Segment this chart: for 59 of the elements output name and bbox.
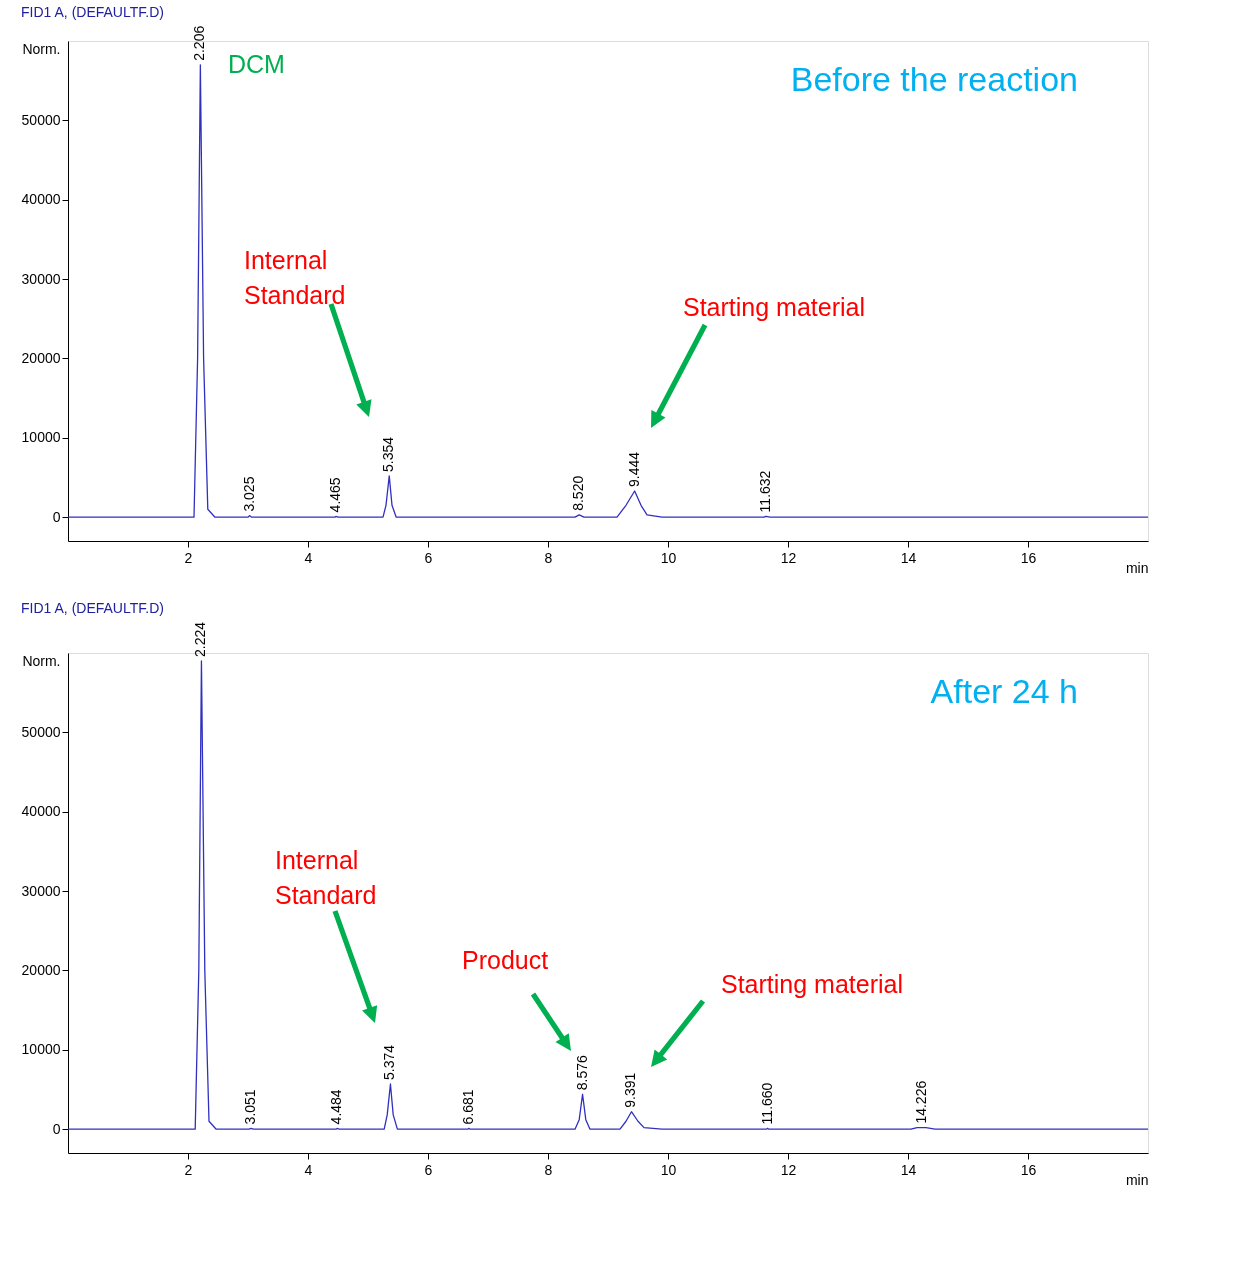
x-tick-label: 16 — [1020, 1161, 1037, 1178]
annotation: 6.681 — [459, 1089, 476, 1125]
annotation: 3.025 — [240, 476, 257, 512]
chart-title: FID1 A, (DEFAULTF.D) — [21, 599, 164, 616]
line-series — [67, 660, 1149, 1130]
y-axis-title: Norm. — [22, 40, 61, 57]
annotation: 8.520 — [570, 475, 587, 511]
y-tick-label: 0 — [52, 1120, 61, 1137]
y-tick-label: 40000 — [21, 191, 61, 208]
x-tick-label: 6 — [424, 549, 433, 566]
y-tick-label: 40000 — [21, 803, 61, 820]
x-axis-title: min — [1125, 1171, 1149, 1188]
annotation: 9.391 — [622, 1072, 639, 1108]
annotation: Before the reaction — [790, 60, 1078, 98]
annotation: 2.206 — [191, 25, 208, 61]
x-tick-label: 12 — [780, 1161, 797, 1178]
annotation: 11.660 — [758, 1082, 775, 1125]
y-tick-label: 20000 — [21, 961, 61, 978]
annotation: Starting material — [683, 293, 866, 321]
annotation: Internal Standard — [275, 846, 377, 909]
x-tick-label: 6 — [424, 1161, 433, 1178]
y-tick-label: 20000 — [21, 349, 61, 366]
x-tick-label: 8 — [544, 549, 553, 566]
annotation: 3.051 — [242, 1089, 259, 1125]
annotation: Internal Standard — [244, 246, 346, 309]
x-tick-label: 2 — [184, 1161, 193, 1178]
y-tick-label: 50000 — [21, 723, 61, 740]
annotation: 4.465 — [326, 477, 343, 513]
y-tick-label: 50000 — [21, 111, 61, 128]
y-tick-label: 0 — [52, 508, 61, 525]
y-tick-label: 30000 — [21, 882, 61, 899]
annotation: Product — [462, 946, 549, 974]
annotation: 14.226 — [912, 1080, 929, 1124]
annotation: 5.374 — [381, 1044, 398, 1080]
annotation: 11.632 — [756, 470, 773, 513]
x-tick-label: 10 — [660, 549, 677, 566]
y-axis-title: Norm. — [22, 652, 61, 669]
x-tick-label: 2 — [184, 549, 193, 566]
y-tick-label: 10000 — [21, 429, 61, 446]
annotation: 2.224 — [192, 621, 209, 657]
x-tick-label: 8 — [544, 1161, 553, 1178]
x-tick-label: 4 — [304, 1161, 313, 1178]
annotation: 5.354 — [380, 436, 397, 472]
x-tick-label: 12 — [780, 549, 797, 566]
x-tick-label: 16 — [1020, 549, 1037, 566]
annotation: DCM — [228, 50, 285, 78]
x-tick-label: 10 — [660, 1161, 677, 1178]
x-tick-label: 14 — [900, 1161, 917, 1178]
x-tick-label: 4 — [304, 549, 313, 566]
chart-title: FID1 A, (DEFAULTF.D) — [21, 3, 164, 20]
annotation: 9.444 — [625, 451, 642, 487]
y-tick-label: 10000 — [21, 1041, 61, 1058]
y-tick-label: 30000 — [21, 270, 61, 287]
annotation: Starting material — [721, 970, 904, 998]
x-tick-label: 14 — [900, 549, 917, 566]
annotation: After 24 h — [930, 672, 1078, 710]
annotation: 8.576 — [573, 1055, 590, 1091]
annotation: 4.484 — [328, 1089, 345, 1125]
x-axis-title: min — [1125, 559, 1149, 576]
